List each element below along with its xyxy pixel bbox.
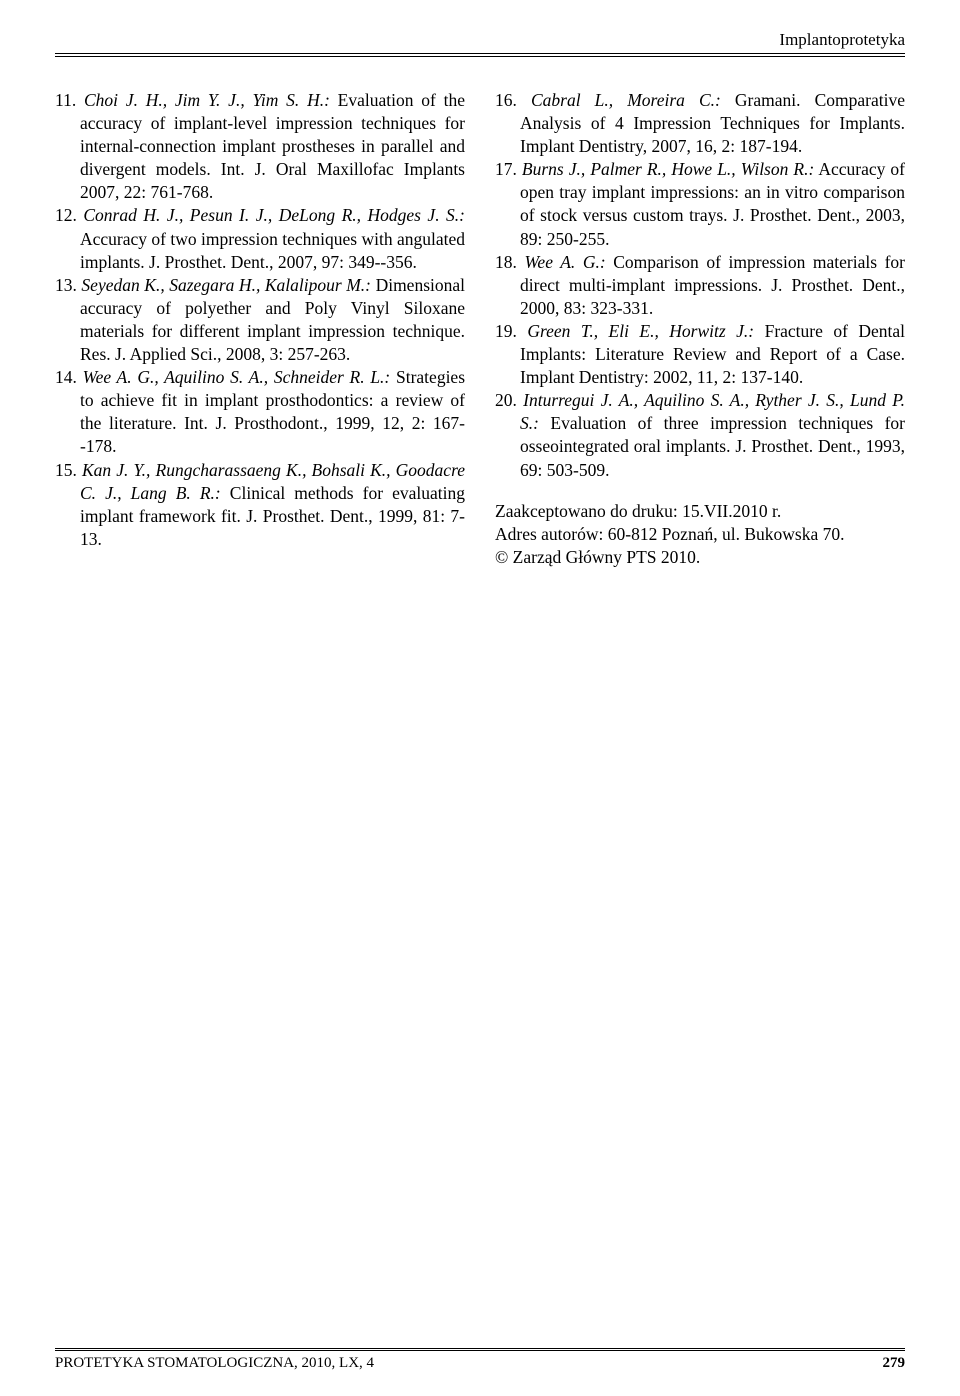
page-header: Implantoprotetyka: [55, 30, 905, 57]
reference-authors: Green T., Eli E., Horwitz J.:: [527, 321, 754, 341]
reference-number: 19.: [495, 321, 527, 341]
reference-item: 14. Wee A. G., Aquilino S. A., Schneider…: [55, 366, 465, 458]
reference-number: 15.: [55, 460, 82, 480]
left-column: 11. Choi J. H., Jim Y. J., Yim S. H.: Ev…: [55, 89, 465, 569]
reference-number: 11.: [55, 90, 84, 110]
reference-item: 20. Inturregui J. A., Aquilino S. A., Ry…: [495, 389, 905, 481]
reference-columns: 11. Choi J. H., Jim Y. J., Yim S. H.: Ev…: [55, 89, 905, 569]
page-footer: PROTETYKA STOMATOLOGICZNA, 2010, LX, 4 2…: [55, 1348, 905, 1372]
acceptance-line: Adres autorów: 60-812 Poznań, ul. Bukows…: [495, 523, 905, 546]
reference-item: 18. Wee A. G.: Comparison of impression …: [495, 251, 905, 320]
reference-number: 20.: [495, 390, 523, 410]
reference-authors: Cabral L., Moreira C.:: [531, 90, 721, 110]
reference-item: 13. Seyedan K., Sazegara H., Kalalipour …: [55, 274, 465, 366]
reference-item: 17. Burns J., Palmer R., Howe L., Wilson…: [495, 158, 905, 250]
reference-authors: Wee A. G., Aquilino S. A., Schneider R. …: [83, 367, 391, 387]
reference-text: Accuracy of two impression techniques wi…: [80, 229, 465, 272]
reference-authors: Wee A. G.:: [524, 252, 605, 272]
reference-item: 12. Conrad H. J., Pesun I. J., DeLong R.…: [55, 204, 465, 273]
reference-number: 18.: [495, 252, 524, 272]
reference-item: 15. Kan J. Y., Rungcharassaeng K., Bohsa…: [55, 459, 465, 551]
footer-page-number: 279: [883, 1355, 906, 1372]
reference-number: 16.: [495, 90, 531, 110]
acceptance-block: Zaakceptowano do druku: 15.VII.2010 r.Ad…: [495, 500, 905, 569]
reference-number: 14.: [55, 367, 83, 387]
footer-journal: PROTETYKA STOMATOLOGICZNA, 2010, LX, 4: [55, 1355, 374, 1372]
reference-number: 13.: [55, 275, 81, 295]
reference-item: 11. Choi J. H., Jim Y. J., Yim S. H.: Ev…: [55, 89, 465, 204]
reference-authors: Choi J. H., Jim Y. J., Yim S. H.:: [84, 90, 330, 110]
reference-authors: Conrad H. J., Pesun I. J., DeLong R., Ho…: [83, 205, 465, 225]
reference-number: 12.: [55, 205, 83, 225]
reference-item: 19. Green T., Eli E., Horwitz J.: Fractu…: [495, 320, 905, 389]
right-column: 16. Cabral L., Moreira C.: Gramani. Comp…: [495, 89, 905, 569]
acceptance-line: Zaakceptowano do druku: 15.VII.2010 r.: [495, 500, 905, 523]
reference-text: Evaluation of three impression technique…: [520, 413, 905, 479]
acceptance-line: © Zarząd Główny PTS 2010.: [495, 546, 905, 569]
section-title: Implantoprotetyka: [55, 30, 905, 54]
reference-number: 17.: [495, 159, 522, 179]
header-rule: [55, 56, 905, 57]
reference-item: 16. Cabral L., Moreira C.: Gramani. Comp…: [495, 89, 905, 158]
reference-authors: Seyedan K., Sazegara H., Kalalipour M.:: [81, 275, 371, 295]
reference-authors: Burns J., Palmer R., Howe L., Wilson R.:: [522, 159, 814, 179]
